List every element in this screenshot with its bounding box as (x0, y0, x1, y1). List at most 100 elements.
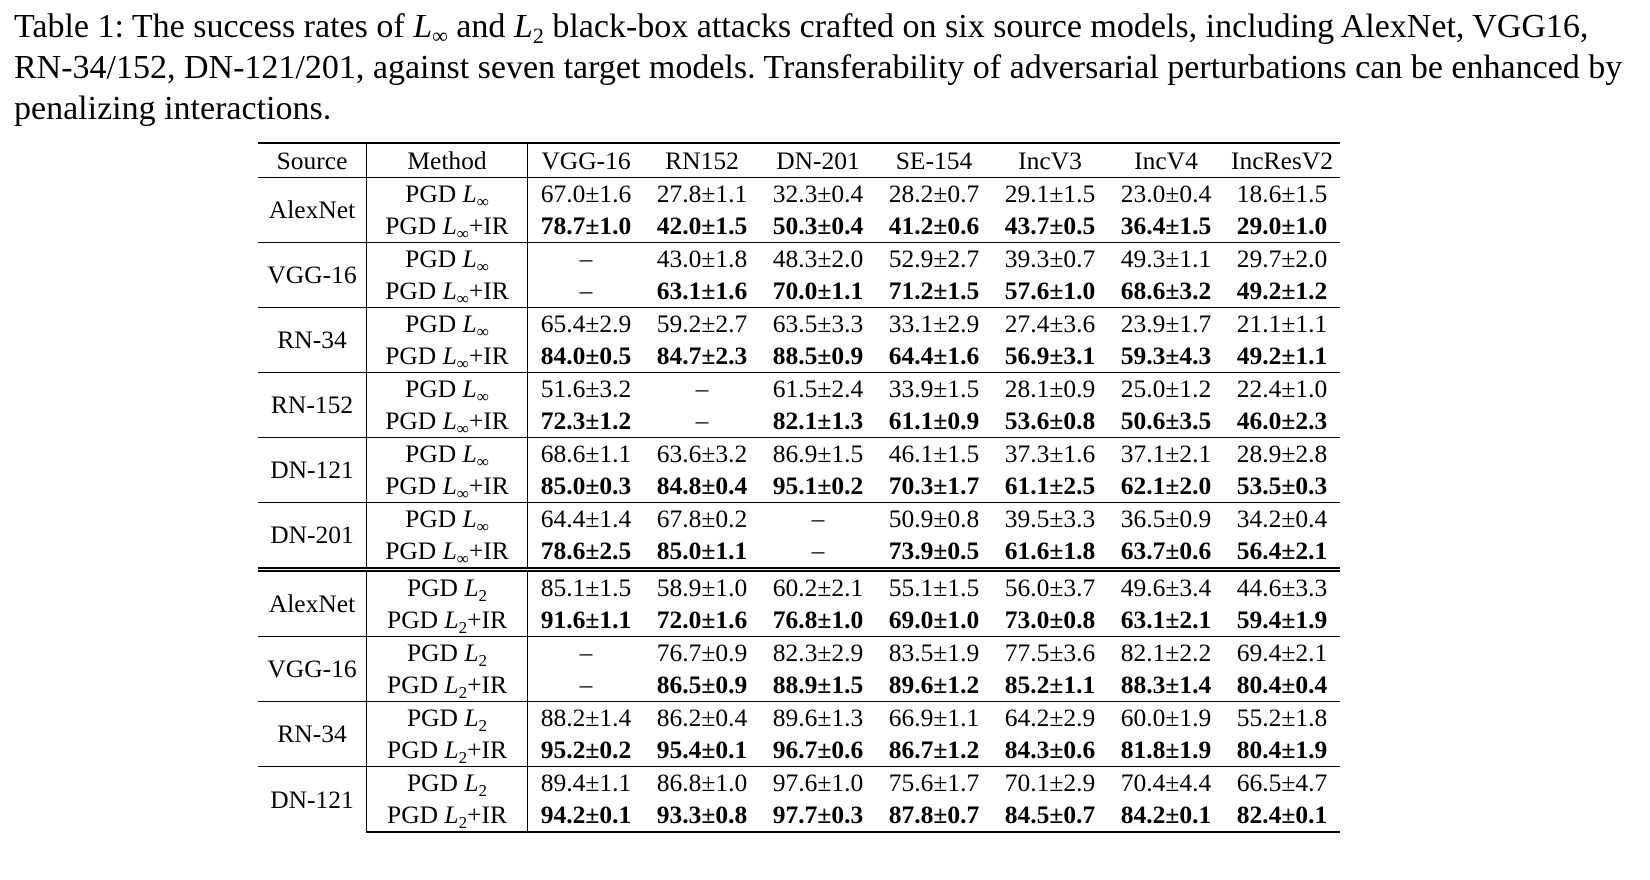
success-rate-cell: 61.1±2.5 (1004, 471, 1096, 500)
method-name: PGD (405, 374, 463, 403)
method-norm-sub: 2 (478, 781, 488, 800)
success-rate-cell: 42.0±1.5 (656, 211, 748, 240)
method-name: PGD (387, 670, 445, 699)
success-rate-cell: 86.7±1.2 (888, 735, 980, 764)
column-header: Method (366, 143, 528, 178)
column-header: IncV3 (1018, 145, 1082, 175)
method-cell: PGD L2 (366, 636, 528, 670)
success-rate-cell: 70.3±1.7 (888, 471, 980, 500)
success-rate-cell: 36.5±0.9 (1108, 502, 1224, 535)
method-norm-sub: ∞ (476, 387, 489, 406)
column-header: IncV4 (1134, 145, 1198, 175)
success-rate-cell: 52.9±2.7 (876, 242, 992, 275)
success-rate-cell: 59.4±1.9 (1236, 605, 1328, 634)
success-rate-cell: 82.3±2.9 (760, 636, 876, 669)
success-rate-cell: 77.5±3.6 (992, 636, 1108, 669)
success-rate-cell: 64.4±1.6 (888, 341, 980, 370)
source-model-cell: AlexNet (258, 177, 367, 243)
success-rate-cell: 82.4±0.1 (1224, 799, 1340, 833)
method-norm-sub: 2 (458, 683, 468, 702)
success-rate-cell: 29.7±2.0 (1224, 242, 1340, 275)
success-rate-cell: 63.1±2.1 (1120, 605, 1212, 634)
success-rate-cell: 87.8±0.7 (876, 799, 992, 833)
source-model-cell: RN-34 (258, 701, 367, 767)
table-row: PGD L2+IR 95.2±0.2 95.4±0.1 96.7±0.6 86.7±1.… (258, 734, 1340, 767)
method-cell: PGD L∞ (366, 502, 528, 535)
method-ir-suffix: +IR (467, 735, 507, 764)
table-row: DN-121 PGD L2 89.4±1.1 86.8±1.0 97.6±1.0 75.6… (258, 766, 1340, 832)
success-rate-cell: 71.2±1.5 (888, 276, 980, 305)
success-rate-cell: 88.9±1.5 (772, 670, 864, 699)
success-rate-cell: 73.9±0.5 (888, 536, 980, 565)
source-model-cell: VGG-16 (258, 636, 367, 702)
success-rate-cell: 66.5±4.7 (1224, 766, 1340, 799)
column-header: Source (258, 143, 367, 178)
method-name: PGD (385, 406, 443, 435)
method-name: PGD (405, 439, 463, 468)
method-cell: PGD L2 (366, 701, 528, 734)
success-rate-cell: 78.7±1.0 (540, 211, 632, 240)
success-rate-cell: 72.3±1.2 (540, 406, 632, 435)
method-ir-suffix: +IR (468, 406, 509, 435)
success-rate-cell: 80.4±1.9 (1236, 735, 1328, 764)
success-rate-cell: 61.5±2.4 (760, 372, 876, 405)
method-norm-sub: ∞ (476, 452, 489, 471)
success-rate-cell: 67.0±1.6 (527, 177, 644, 210)
caption-l-2: L (513, 8, 533, 45)
success-rate-cell: – (695, 406, 709, 435)
table-row: PGD L2+IR 94.2±0.1 93.3±0.8 97.7±0.3 87.8±0.… (258, 799, 1340, 833)
method-cell: PGD L∞ (366, 307, 528, 341)
success-rate-cell: 89.6±1.3 (760, 701, 876, 734)
success-rate-cell: 94.2±0.1 (527, 799, 644, 833)
method-cell: PGD L2+IR (366, 734, 528, 767)
method-norm-symbol: L (464, 638, 479, 667)
success-rate-cell: 58.9±1.0 (644, 567, 760, 604)
method-norm-symbol: L (462, 374, 477, 403)
success-rate-cell: 32.3±0.4 (760, 177, 876, 210)
success-rate-cell: 80.4±0.4 (1236, 670, 1328, 699)
source-model-cell: RN-152 (258, 372, 367, 438)
caption-prefix: Table 1: The success rates of (14, 8, 414, 45)
method-norm-sub: ∞ (476, 322, 489, 341)
success-rate-cell: 57.6±1.0 (1004, 276, 1096, 305)
method-norm-symbol: L (444, 670, 459, 699)
method-norm-symbol: L (442, 406, 457, 435)
method-name: PGD (385, 276, 443, 305)
method-name: PGD (387, 800, 445, 829)
method-cell: PGD L2+IR (366, 669, 528, 702)
table-row: PGD L2+IR – 86.5±0.9 88.9±1.5 89.6±1.2 85.2±1… (258, 669, 1340, 702)
method-cell: PGD L∞ (366, 437, 528, 471)
column-header: RN152 (665, 145, 739, 175)
method-norm-symbol: L (444, 605, 459, 634)
success-rate-cell: 55.1±1.5 (876, 567, 992, 604)
method-cell: PGD L∞+IR (366, 535, 528, 570)
success-rate-cell: 62.1±2.0 (1120, 471, 1212, 500)
success-rate-cell: 39.3±0.7 (992, 242, 1108, 275)
method-name: PGD (387, 735, 445, 764)
method-cell: PGD L∞+IR (366, 470, 528, 503)
success-rate-cell: 49.6±3.4 (1108, 567, 1224, 604)
success-rate-cell: – (811, 536, 825, 565)
success-rate-cell: 88.2±1.4 (527, 701, 644, 734)
method-ir-suffix: +IR (468, 471, 509, 500)
success-rate-cell: 63.5±3.3 (760, 307, 876, 340)
method-norm-symbol: L (464, 573, 479, 602)
success-rate-cell: 33.9±1.5 (876, 372, 992, 405)
method-name: PGD (405, 309, 463, 338)
method-norm-sub: 2 (478, 651, 488, 670)
method-name: PGD (406, 573, 465, 602)
table-header-row: Source Method VGG-16 RN152 DN-201 SE-154 IncV3… (258, 143, 1340, 178)
caption-inf-sub: ∞ (432, 23, 448, 48)
success-rate-cell: 84.5±0.7 (992, 799, 1108, 833)
success-rate-cell: 88.3±1.4 (1120, 670, 1212, 699)
method-name: PGD (385, 536, 443, 565)
method-norm-symbol: L (442, 276, 457, 305)
method-ir-suffix: +IR (468, 276, 509, 305)
success-rate-cell: 59.3±4.3 (1120, 341, 1212, 370)
source-model-cell: DN-121 (258, 766, 367, 832)
table-row: PGD L∞+IR – 63.1±1.6 70.0±1.1 71.2±1.5 57.6±1… (258, 275, 1340, 308)
method-name: PGD (385, 341, 443, 370)
method-norm-sub: ∞ (456, 419, 469, 438)
success-rate-cell: 41.2±0.6 (888, 211, 980, 240)
method-norm-symbol: L (464, 768, 479, 797)
